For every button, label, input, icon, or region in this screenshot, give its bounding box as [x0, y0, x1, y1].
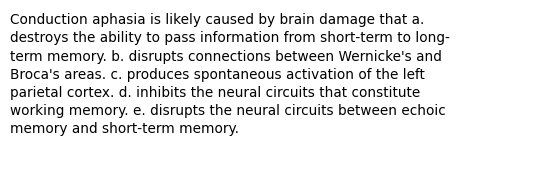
Text: Conduction aphasia is likely caused by brain damage that a.
destroys the ability: Conduction aphasia is likely caused by b…: [10, 13, 450, 136]
